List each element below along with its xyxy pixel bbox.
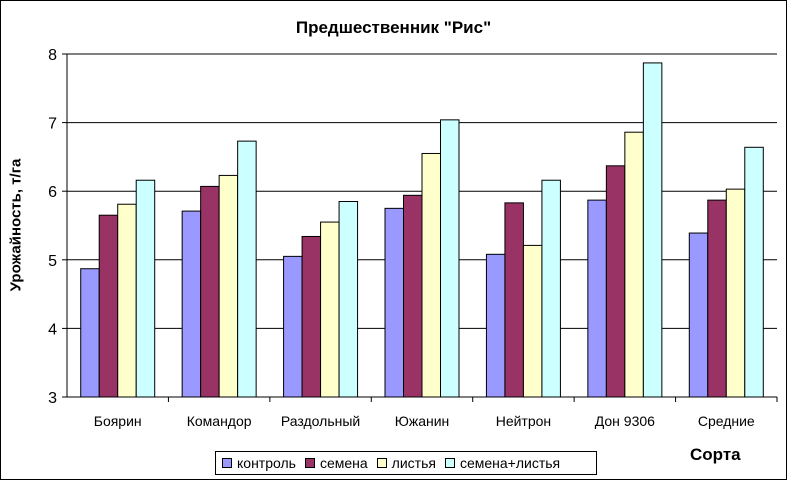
bar <box>522 244 543 398</box>
bar <box>541 179 561 398</box>
legend-swatch <box>222 458 232 468</box>
legend: контроль семена листья семена+листья <box>215 451 597 475</box>
legend-item: семена <box>304 455 368 471</box>
y-tick-label: 6 <box>48 184 57 201</box>
bar <box>642 62 663 398</box>
bar <box>440 119 460 398</box>
bar <box>725 188 746 398</box>
bar <box>237 140 257 398</box>
bar <box>80 268 100 398</box>
bar <box>338 200 359 398</box>
x-tick-label: Южанин <box>395 413 450 429</box>
bar <box>744 146 764 398</box>
x-tick-label: Раздольный <box>281 413 360 429</box>
bar <box>135 179 156 398</box>
bar <box>688 232 709 398</box>
bar <box>624 131 644 398</box>
legend-label: контроль <box>237 455 296 471</box>
bar <box>117 203 137 398</box>
x-tick-label: Командор <box>187 413 252 429</box>
y-tick-label: 8 <box>48 47 57 64</box>
y-tick-label: 4 <box>48 321 57 338</box>
legend-swatch <box>304 458 315 468</box>
bar <box>384 207 404 398</box>
x-axis-label: Сорта <box>690 445 741 464</box>
y-tick-label: 3 <box>48 390 57 407</box>
x-tick-label: Дон 9306 <box>595 413 655 429</box>
legend-item: контроль <box>222 455 296 471</box>
bar <box>98 214 119 398</box>
legend-label: семена <box>319 455 368 471</box>
bar <box>605 165 626 398</box>
legend-label: листья <box>391 455 436 471</box>
bar <box>504 202 524 398</box>
y-tick-label: 5 <box>48 253 57 270</box>
chart-title: Предшественник "Рис" <box>295 18 492 37</box>
bar <box>707 199 727 398</box>
y-tick-label: 7 <box>48 116 57 133</box>
legend-swatch <box>444 458 455 468</box>
bar <box>301 235 322 398</box>
bar <box>218 174 239 398</box>
x-tick-label: Нейтрон <box>496 413 551 429</box>
x-tick-label: Средние <box>698 413 755 429</box>
bar <box>283 255 303 398</box>
legend-item: семена+листья <box>444 455 561 471</box>
legend-item: листья <box>376 455 436 471</box>
legend-swatch <box>376 458 387 468</box>
bar <box>587 199 607 398</box>
bar <box>181 210 202 398</box>
bar <box>403 194 423 398</box>
bar <box>200 185 220 398</box>
legend-label: семена+листья <box>459 455 561 471</box>
bar <box>421 152 441 398</box>
x-tick-label: Боярин <box>94 413 142 429</box>
bar <box>320 221 340 398</box>
bar <box>485 253 506 398</box>
